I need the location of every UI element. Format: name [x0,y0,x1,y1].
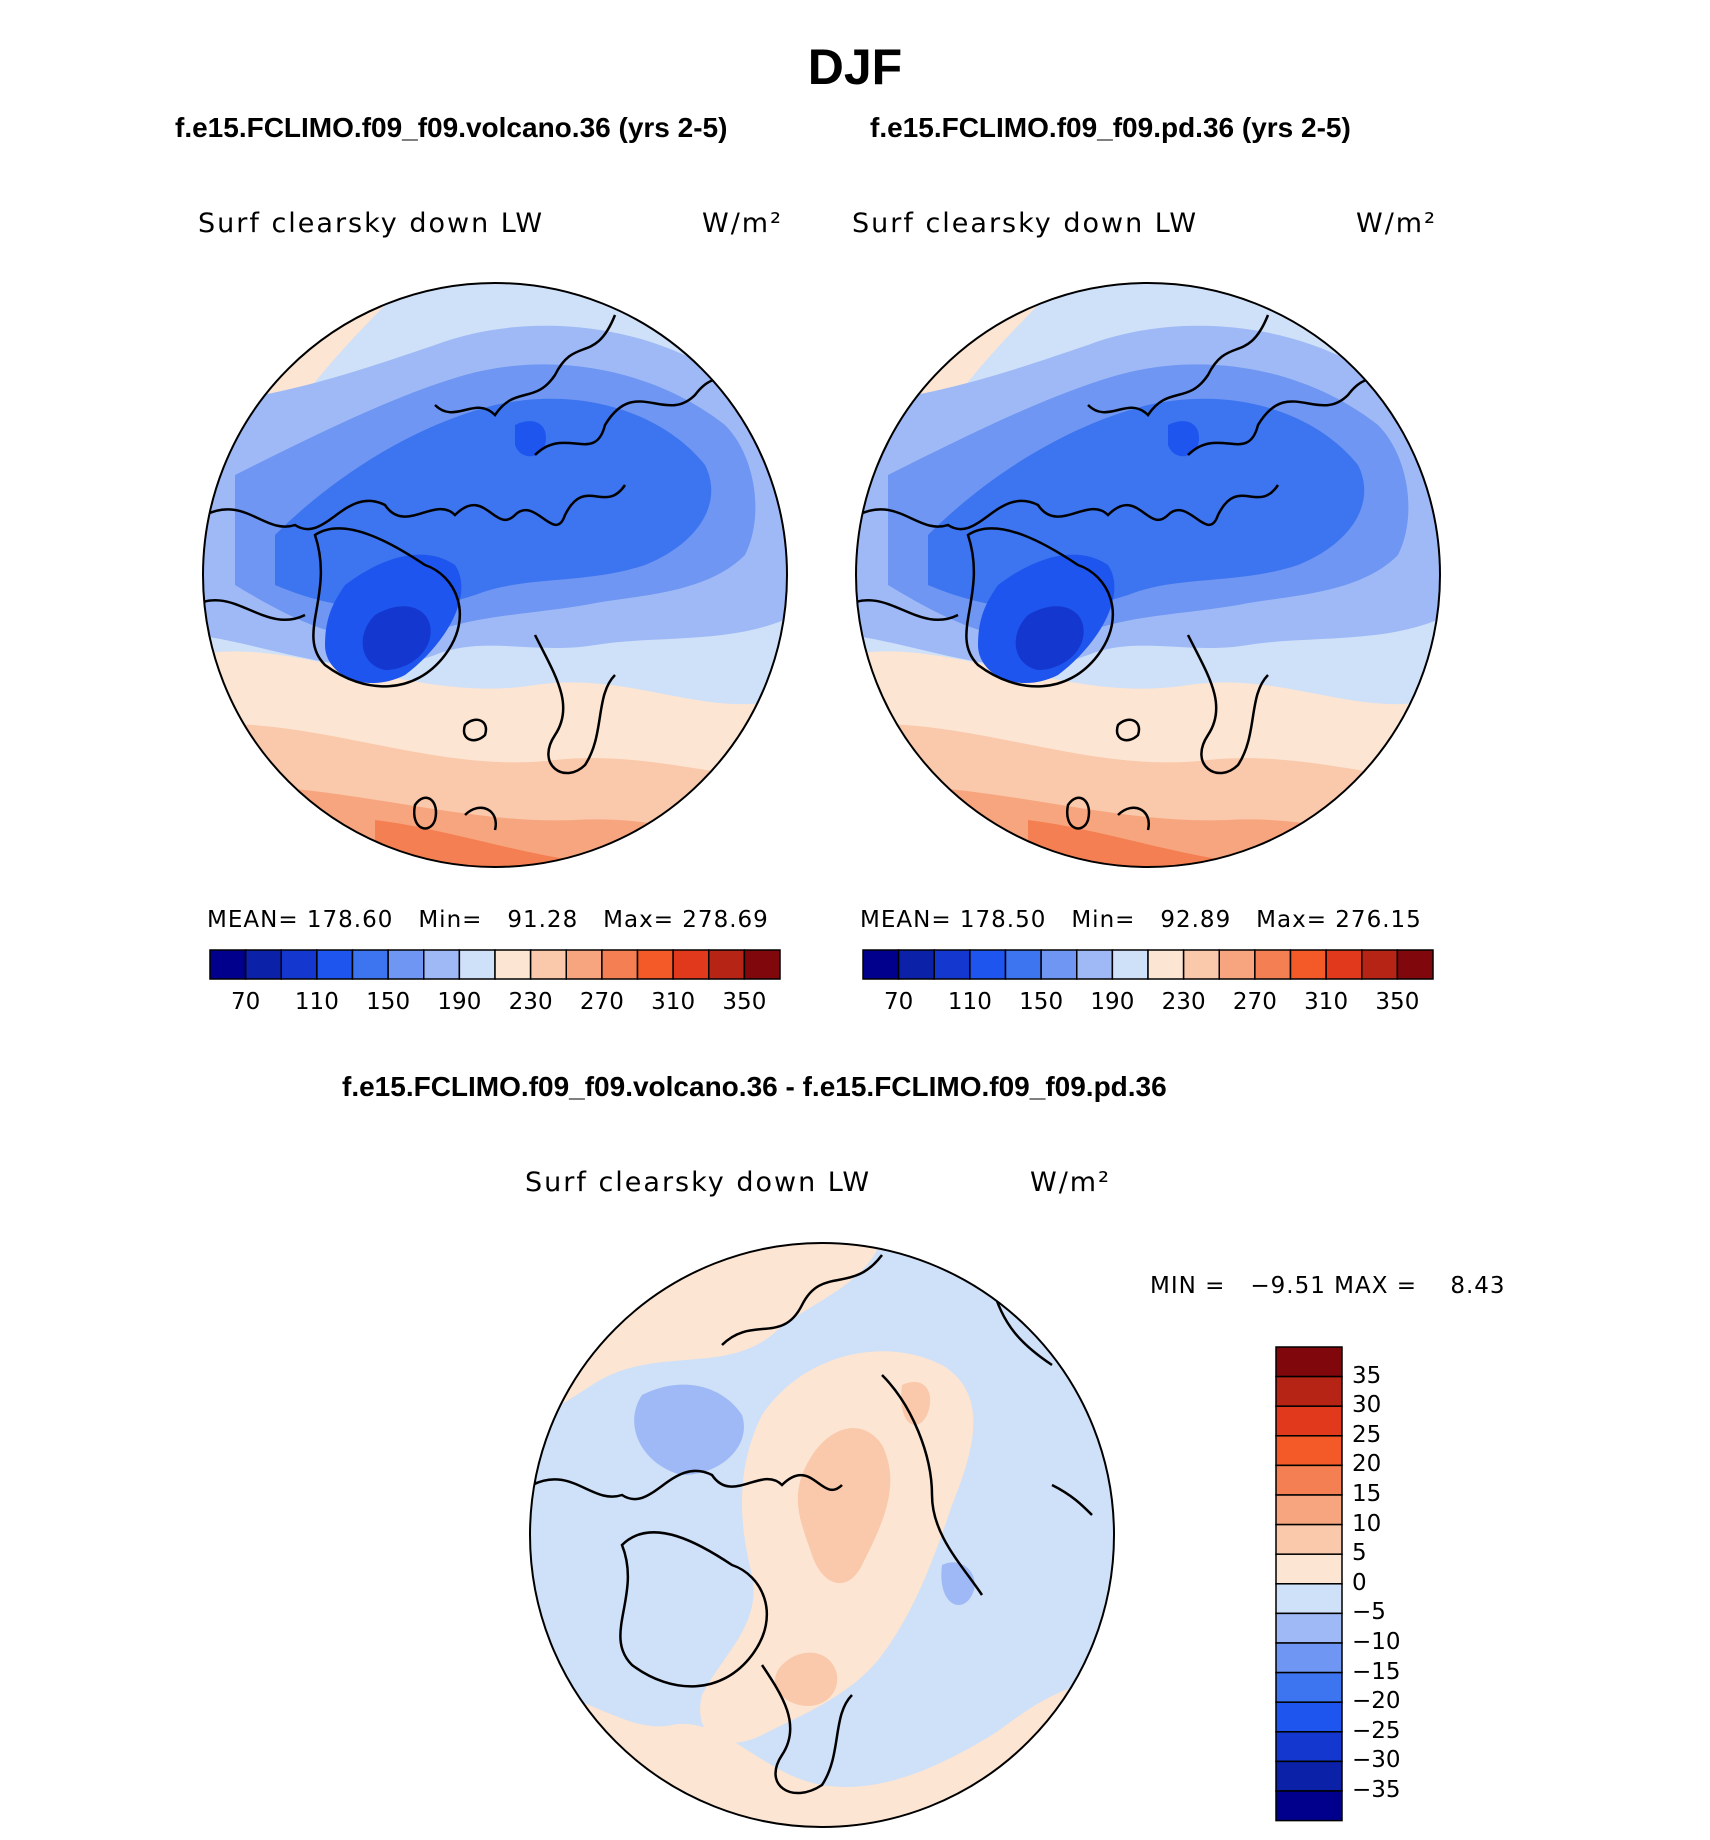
colorbar-box [387,949,425,980]
colorbar-box [1275,1612,1343,1644]
colorbar-box [244,949,282,980]
colorbar-tick-label: −35 [1352,1777,1401,1803]
colorbar-box [708,949,746,980]
colorbar-box [1275,1464,1343,1496]
colorbar-tick-label: 10 [1352,1510,1382,1537]
colorbar-box [1111,949,1149,980]
colorbar-box [316,949,354,980]
right-stats: MEAN= 178.50 Min= 92.89 Max= 276.15 [860,907,1422,933]
colorbar-tick-label: 150 [1019,989,1064,1015]
colorbar-tick-label: −5 [1352,1599,1386,1626]
colorbar-box [1275,1435,1343,1467]
colorbar-box [1275,1701,1343,1733]
left-colorbar [209,949,781,980]
colorbar-tick-label: 270 [579,989,624,1015]
colorbar-box [743,949,781,980]
left-stats: MEAN= 178.60 Min= 91.28 Max= 278.69 [207,907,769,933]
colorbar-box [636,949,674,980]
colorbar-box [1254,949,1292,980]
colorbar-tick-label: 25 [1352,1421,1382,1448]
colorbar-box [423,949,461,980]
colorbar-tick-label: 310 [1304,989,1349,1015]
colorbar-tick-label: 5 [1352,1540,1367,1567]
diff-min-max: MIN = −9.51 MAX = 8.43 [1150,1273,1506,1299]
colorbar-tick-label: 30 [1352,1392,1382,1419]
colorbar-box [1275,1642,1343,1674]
colorbar-box [529,949,567,980]
colorbar-box [1275,1346,1343,1378]
colorbar-tick-label: −30 [1352,1747,1401,1774]
colorbar-box [1182,949,1220,980]
left-case-title: f.e15.FCLIMO.f09_f09.volcano.36 (yrs 2-5… [175,112,728,143]
colorbar-tick-label: 0 [1352,1569,1367,1596]
colorbar-tick-label: 230 [508,989,553,1015]
left-units-label: W/m² [702,208,783,239]
colorbar-tick-label: 70 [230,989,261,1015]
season-title: DJF [807,39,903,95]
colorbar-tick-label: 20 [1352,1451,1382,1478]
colorbar-box [1275,1760,1343,1792]
colorbar-tick-label: 35 [1352,1362,1382,1389]
colorbar-box [1275,1494,1343,1526]
right-case-title: f.e15.FCLIMO.f09_f09.pd.36 (yrs 2-5) [870,112,1351,143]
colorbar-tick-label: 190 [1090,989,1135,1015]
right-variable-label: Surf clearsky down LW [852,208,1199,239]
colorbar-box [565,949,603,980]
difference-map [529,1242,1115,1828]
right-units-label: W/m² [1356,208,1437,239]
colorbar-box [933,949,971,980]
colorbar-box [209,949,247,980]
colorbar-box [1218,949,1256,980]
colorbar-box [1040,949,1078,980]
colorbar-tick-label: 310 [651,989,696,1015]
colorbar-box [280,949,318,980]
colorbar-box [1275,1790,1343,1822]
right-colorbar [862,949,1434,980]
colorbar-tick-label: 110 [294,989,339,1015]
colorbar-tick-label: −20 [1352,1688,1401,1715]
colorbar-tick-label: 150 [366,989,411,1015]
colorbar-box [458,949,496,980]
colorbar-box [1396,949,1434,980]
colorbar-tick-label: 15 [1352,1481,1382,1507]
colorbar-box [494,949,532,980]
colorbar-box [1147,949,1185,980]
diff-units-label: W/m² [1030,1167,1111,1198]
colorbar-tick-label: 190 [437,989,482,1015]
colorbar-box [862,949,900,980]
colorbar-box [1289,949,1327,980]
colorbar-box [351,949,389,980]
colorbar-tick-label: 110 [947,989,992,1015]
colorbar-box [1275,1731,1343,1763]
colorbar-box [1361,949,1399,980]
colorbar-box [1076,949,1114,980]
colorbar-tick-label: −15 [1352,1658,1401,1685]
colorbar-tick-label: 350 [1375,989,1420,1015]
difference-colorbar [1275,1346,1343,1822]
colorbar-box [1275,1405,1343,1437]
colorbar-box [1275,1375,1343,1407]
colorbar-box [1275,1523,1343,1555]
right-map [855,282,1441,868]
colorbar-box [1275,1671,1343,1703]
colorbar-tick-label: 350 [722,989,767,1015]
colorbar-box [1004,949,1042,980]
colorbar-box [1325,949,1363,980]
colorbar-tick-label: 70 [883,989,914,1015]
colorbar-tick-label: 270 [1232,989,1277,1015]
colorbar-tick-label: −10 [1352,1629,1401,1655]
diff-variable-label: Surf clearsky down LW [525,1167,872,1198]
colorbar-box [1275,1583,1343,1615]
colorbar-box [1275,1553,1343,1585]
difference-title: f.e15.FCLIMO.f09_f09.volcano.36 - f.e15.… [342,1071,1167,1102]
left-variable-label: Surf clearsky down LW [198,208,545,239]
colorbar-box [969,949,1007,980]
colorbar-tick-label: 230 [1161,989,1206,1015]
left-map [202,282,788,868]
colorbar-box [601,949,639,980]
colorbar-box [897,949,935,980]
colorbar-box [672,949,710,980]
colorbar-tick-label: −25 [1352,1717,1401,1744]
